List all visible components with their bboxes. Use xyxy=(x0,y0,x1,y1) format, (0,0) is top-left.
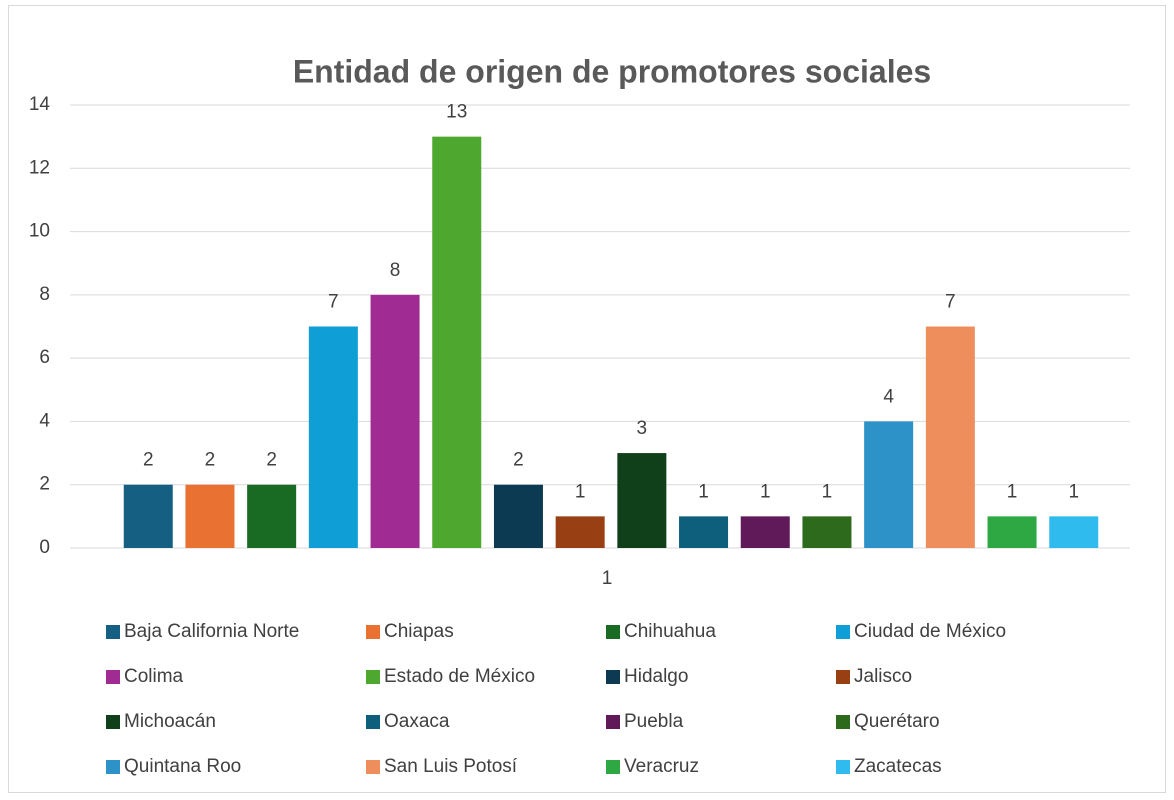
x-tick-label: 1 xyxy=(602,568,613,589)
bar xyxy=(740,516,790,548)
legend-marker xyxy=(106,715,120,729)
value-label: 1 xyxy=(1068,481,1079,502)
legend-label: San Luis Potosí xyxy=(384,756,518,777)
legend-label: Quintana Roo xyxy=(124,756,241,777)
legend-marker xyxy=(606,715,620,729)
value-label: 7 xyxy=(328,292,339,313)
bar xyxy=(617,453,667,548)
value-label: 4 xyxy=(883,386,894,407)
bar xyxy=(555,516,605,548)
bar xyxy=(432,136,482,548)
y-tick-label: 14 xyxy=(29,94,51,115)
legend-marker xyxy=(366,670,380,684)
value-label: 2 xyxy=(205,450,216,471)
value-label: 13 xyxy=(446,102,467,123)
legend-label: Zacatecas xyxy=(854,756,942,777)
legend-label: Ciudad de México xyxy=(854,621,1006,642)
bar xyxy=(1049,516,1099,548)
y-tick-label: 8 xyxy=(39,284,50,305)
legend-marker xyxy=(366,625,380,639)
value-label: 1 xyxy=(1007,481,1018,502)
legend-marker xyxy=(366,715,380,729)
bar xyxy=(123,484,173,548)
bar xyxy=(987,516,1037,548)
bar xyxy=(864,421,914,548)
value-label: 1 xyxy=(575,481,586,502)
bar xyxy=(679,516,729,548)
legend-label: Chihuahua xyxy=(624,621,716,642)
bar xyxy=(185,484,235,548)
legend-marker xyxy=(106,760,120,774)
value-label: 1 xyxy=(760,481,771,502)
legend-marker xyxy=(836,670,850,684)
bar xyxy=(802,516,852,548)
chart-title: Entidad de origen de promotores sociales xyxy=(293,53,931,89)
legend-marker xyxy=(106,670,120,684)
legend-marker xyxy=(606,760,620,774)
legend-label: Veracruz xyxy=(624,756,699,777)
y-tick-label: 2 xyxy=(39,474,50,495)
bar xyxy=(370,294,420,548)
legend-label: Colima xyxy=(124,666,184,687)
value-label: 2 xyxy=(513,450,524,471)
legend-label: Puebla xyxy=(624,711,684,732)
legend-label: Baja California Norte xyxy=(124,621,299,642)
value-label: 2 xyxy=(266,450,277,471)
y-tick-label: 4 xyxy=(39,410,50,431)
y-tick-label: 6 xyxy=(39,347,50,368)
value-label: 8 xyxy=(390,260,401,281)
value-label: 2 xyxy=(143,450,154,471)
legend-label: Querétaro xyxy=(854,711,940,732)
legend-marker xyxy=(106,625,120,639)
y-tick-label: 12 xyxy=(29,157,50,178)
legend-label: Chiapas xyxy=(384,621,454,642)
bar xyxy=(925,326,975,548)
value-label: 7 xyxy=(945,292,956,313)
bar xyxy=(493,484,543,548)
bar xyxy=(247,484,297,548)
legend-label: Oaxaca xyxy=(384,711,450,732)
legend-marker xyxy=(836,625,850,639)
legend-label: Michoacán xyxy=(124,711,216,732)
legend-marker xyxy=(836,715,850,729)
legend-marker xyxy=(606,625,620,639)
value-label: 1 xyxy=(698,481,709,502)
value-label: 3 xyxy=(637,418,648,439)
legend-label: Jalisco xyxy=(854,666,912,687)
legend-marker xyxy=(366,760,380,774)
bar xyxy=(308,326,358,548)
value-label: 1 xyxy=(822,481,833,502)
legend-label: Hidalgo xyxy=(624,666,688,687)
legend-label: Estado de México xyxy=(384,666,535,687)
legend-marker xyxy=(836,760,850,774)
y-tick-label: 10 xyxy=(29,221,50,242)
y-tick-label: 0 xyxy=(39,537,50,558)
legend-marker xyxy=(606,670,620,684)
